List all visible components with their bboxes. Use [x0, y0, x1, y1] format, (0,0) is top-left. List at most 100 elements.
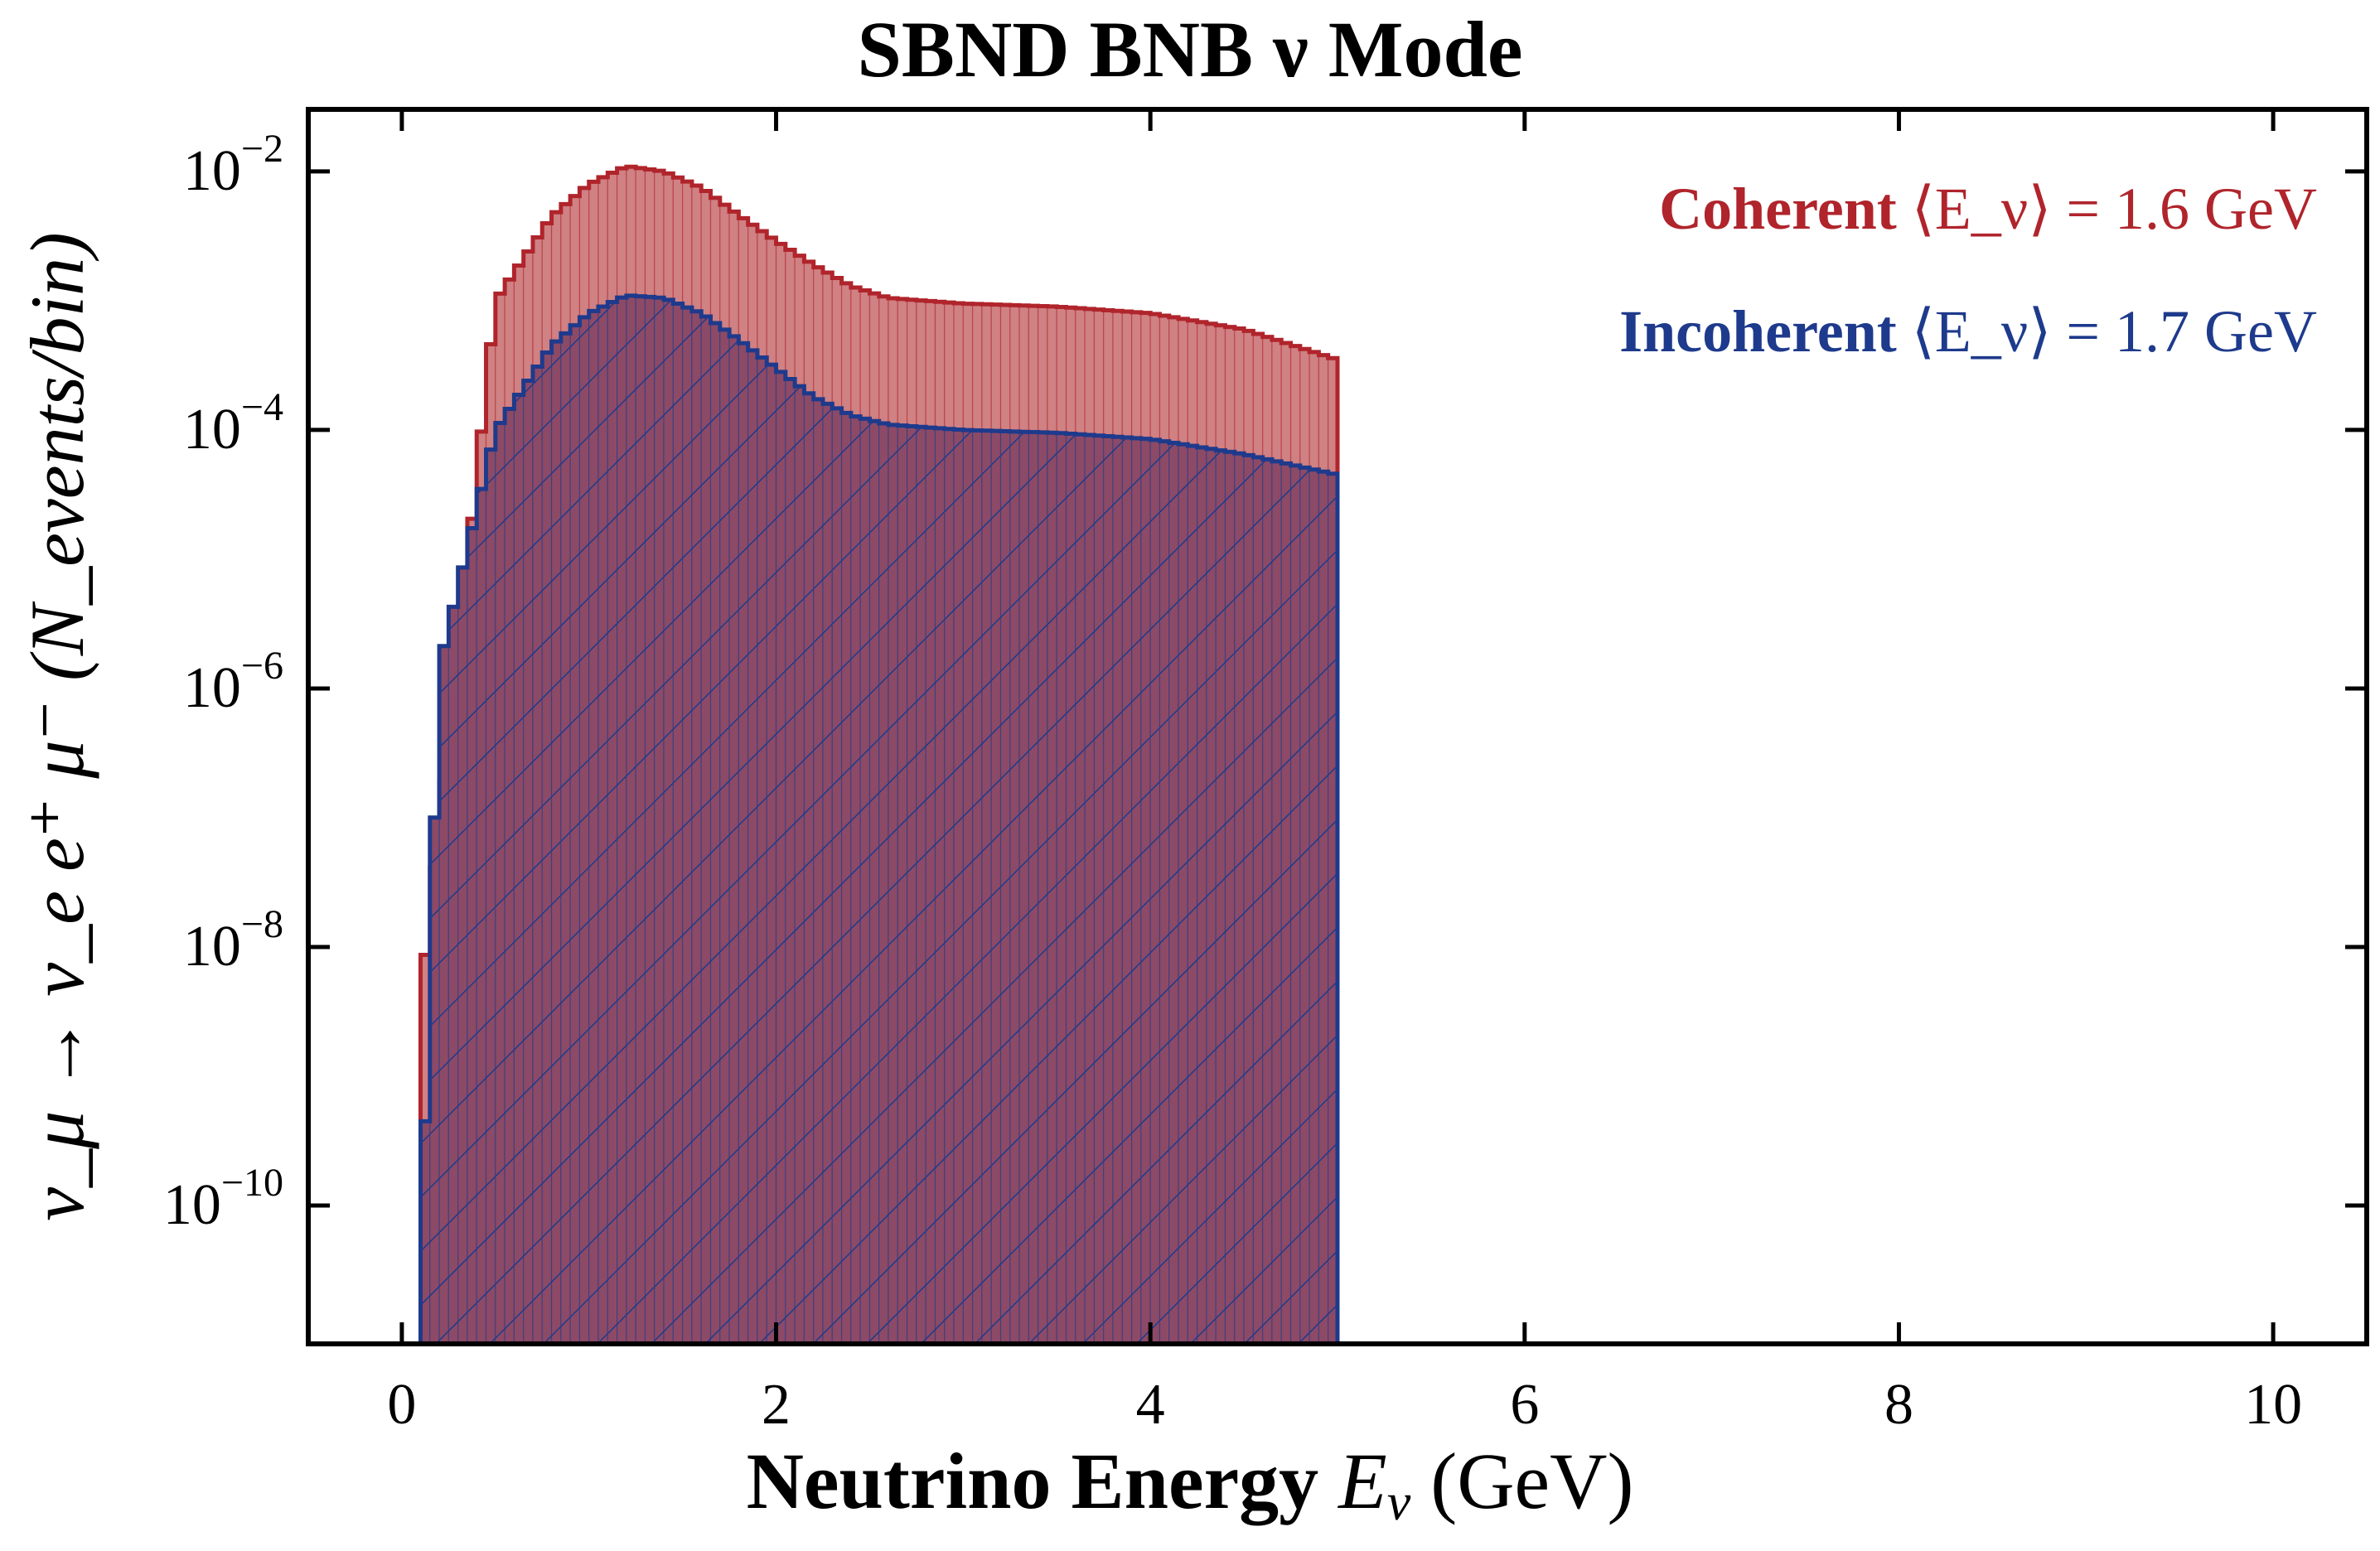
- hatch-fill: [1178, 444, 1188, 1344]
- hatch-fill: [860, 418, 870, 1344]
- hatch-fill: [1299, 467, 1310, 1344]
- hatch-fill: [505, 408, 515, 1344]
- hatch-fill: [1140, 438, 1151, 1344]
- hatch-fill: [1075, 434, 1086, 1344]
- hatch-fill: [626, 295, 636, 1344]
- y-tick-label: 10−10: [163, 1161, 283, 1237]
- hatch-fill: [1328, 473, 1338, 1344]
- x-tick-label: 10: [2244, 1373, 2302, 1437]
- hatch-fill: [598, 306, 608, 1344]
- hatch-fill: [785, 379, 796, 1344]
- hatch-fill: [1290, 465, 1300, 1344]
- hatch-fill: [570, 325, 580, 1344]
- hatch-fill: [682, 307, 692, 1344]
- hatch-fill: [439, 645, 449, 1344]
- y-tick-label: 10−6: [183, 644, 283, 720]
- hatch-fill: [691, 311, 702, 1344]
- hatch-fill: [1038, 432, 1047, 1344]
- hatch-fill: [495, 423, 506, 1344]
- x-axis-label: Neutrino Energy Eν (GeV): [747, 1437, 1634, 1531]
- hatch-fill: [850, 416, 861, 1344]
- hatch-fill: [1131, 437, 1141, 1344]
- hatch-fill: [1028, 432, 1038, 1344]
- hatch-fill: [776, 371, 786, 1344]
- hatch-fill: [1197, 447, 1207, 1344]
- hatch-fill: [1271, 461, 1282, 1344]
- x-tick-label: 8: [1884, 1373, 1913, 1437]
- hatch-fill: [1019, 432, 1029, 1344]
- hatch-fill: [551, 341, 561, 1344]
- y-tick-label: 10−2: [183, 127, 283, 203]
- hatch-fill: [1047, 432, 1057, 1344]
- hatch-fill: [429, 817, 440, 1344]
- hatch-fill: [560, 333, 571, 1344]
- hatch-fill: [795, 386, 805, 1344]
- hatch-fill: [654, 297, 665, 1344]
- hatch-fill: [738, 343, 748, 1344]
- hatch-fill: [1103, 436, 1114, 1344]
- hatch-fill: [944, 428, 955, 1344]
- x-tick-label: 0: [387, 1373, 416, 1437]
- hatch-fill: [710, 322, 720, 1344]
- hatch-fill: [1085, 435, 1095, 1344]
- hatch-fill: [1009, 431, 1020, 1344]
- hatch-fill: [1234, 453, 1245, 1344]
- hatch-fill: [645, 297, 655, 1344]
- hatch-fill: [607, 302, 617, 1344]
- hatch-fill: [981, 430, 992, 1344]
- x-axis: 0 2 4 6 8 10: [387, 109, 2302, 1437]
- hatch-fill: [1122, 437, 1132, 1344]
- x-tick-label: 4: [1136, 1373, 1165, 1437]
- hatch-fill: [1000, 431, 1010, 1344]
- hatch-fill: [916, 427, 926, 1344]
- hatch-fill: [523, 380, 533, 1344]
- hatch-fill: [907, 426, 917, 1344]
- hatch-fill: [813, 399, 823, 1344]
- hatch-fill: [579, 316, 589, 1344]
- hatch-fill: [514, 394, 524, 1344]
- hatch-fill: [542, 352, 552, 1344]
- hatch-fill: [991, 431, 1001, 1344]
- hatch-fill: [767, 365, 776, 1344]
- hatch-fill: [878, 423, 889, 1344]
- hatch-fill: [1309, 469, 1319, 1344]
- legend-coherent: Coherent ⟨E_ν⟩ = 1.6 GeV: [1659, 176, 2317, 242]
- hatch-fill: [897, 425, 907, 1344]
- hatch-fill: [1168, 442, 1179, 1344]
- hatch-fill: [701, 316, 711, 1344]
- hatch-fill: [1253, 457, 1263, 1344]
- y-tick-label: 10−4: [183, 385, 283, 461]
- hatch-fill: [963, 430, 973, 1344]
- hatch-fill: [888, 424, 898, 1344]
- hatch-fill: [757, 357, 767, 1344]
- hatch-fill: [420, 1121, 430, 1344]
- hatch-fill: [832, 408, 842, 1344]
- hatch-fill: [823, 403, 833, 1344]
- hatch-fill: [926, 428, 936, 1344]
- x-tick-label: 2: [762, 1373, 791, 1437]
- hatch-fill: [1113, 437, 1123, 1344]
- hatch-fill: [476, 489, 486, 1344]
- hatch-fill: [448, 606, 458, 1344]
- hatch-fill: [457, 567, 467, 1344]
- hatch-fill: [467, 528, 477, 1344]
- hatch-fill: [1281, 463, 1291, 1344]
- hatch-fill: [719, 329, 730, 1344]
- hatch-fill: [1244, 455, 1254, 1344]
- x-tick-label: 6: [1510, 1373, 1539, 1437]
- series-outline-coherent: [418, 164, 1340, 1344]
- hatch-fill: [1206, 448, 1217, 1344]
- hatch-fill: [747, 350, 757, 1344]
- series-incoherent: [418, 293, 1340, 1344]
- legend-incoherent: Incoherent ⟨E_ν⟩ = 1.7 GeV: [1619, 298, 2317, 365]
- hatch-fill: [1188, 446, 1197, 1344]
- hatch-fill: [588, 311, 599, 1344]
- hatch-fill: [486, 449, 496, 1344]
- series-outline-incoherent: [418, 293, 1340, 1344]
- hatch-fill: [1094, 435, 1104, 1344]
- hatch-fill: [935, 428, 945, 1344]
- chart-title: SBND BNB ν Mode: [858, 5, 1523, 94]
- y-axis-label: ν_μ → ν_e e⁺ μ⁻ (N_events/bin): [15, 232, 99, 1220]
- plot-frame: [306, 107, 2369, 1346]
- hatch-fill: [804, 393, 814, 1344]
